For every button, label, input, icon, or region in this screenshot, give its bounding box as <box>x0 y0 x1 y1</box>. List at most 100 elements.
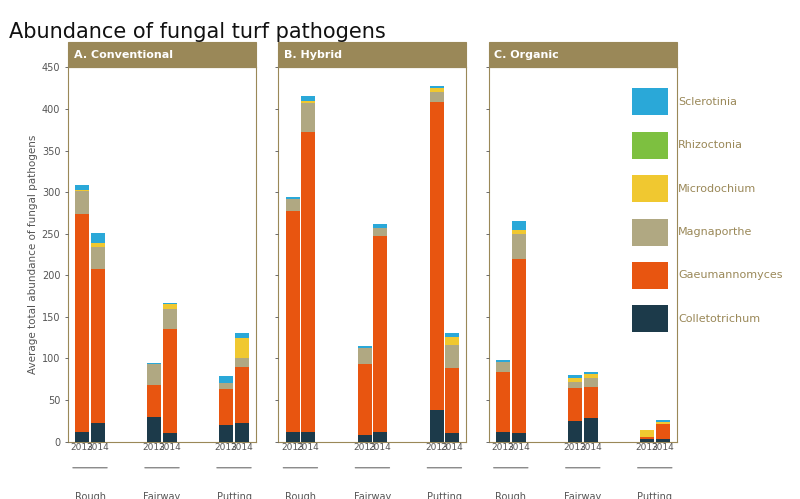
Bar <box>430 410 443 442</box>
Bar <box>301 96 315 101</box>
Bar <box>430 102 443 410</box>
Bar <box>235 333 249 338</box>
Bar <box>163 304 177 308</box>
Text: Putting
Green: Putting Green <box>217 492 251 499</box>
Bar <box>512 230 526 234</box>
Text: Rough: Rough <box>495 492 526 499</box>
Text: Rough: Rough <box>285 492 316 499</box>
Bar <box>373 228 387 236</box>
Bar <box>286 197 299 199</box>
Bar <box>568 421 582 442</box>
Bar <box>91 233 105 243</box>
Bar <box>640 430 654 437</box>
Bar <box>655 424 670 439</box>
Bar <box>496 360 510 362</box>
Bar <box>286 211 299 432</box>
Bar <box>147 364 161 385</box>
Bar <box>301 101 315 103</box>
Bar <box>219 389 234 425</box>
Bar <box>655 439 670 442</box>
Bar <box>584 372 598 374</box>
Text: Fairway: Fairway <box>354 492 391 499</box>
Bar <box>301 103 315 132</box>
Bar <box>568 388 582 421</box>
Bar <box>512 234 526 258</box>
Bar <box>632 175 668 202</box>
Bar <box>235 423 249 442</box>
Bar <box>512 433 526 442</box>
Bar <box>147 363 161 364</box>
Text: Colletotrichum: Colletotrichum <box>678 314 760 324</box>
Text: Abundance of fungal turf pathogens: Abundance of fungal turf pathogens <box>9 22 386 42</box>
Bar <box>512 221 526 230</box>
Bar <box>373 224 387 228</box>
Bar <box>163 329 177 433</box>
Bar <box>163 433 177 442</box>
Bar <box>75 214 90 432</box>
Bar <box>445 333 459 337</box>
Text: Fairway: Fairway <box>143 492 181 499</box>
Text: A. Conventional: A. Conventional <box>74 49 173 60</box>
Bar <box>91 423 105 442</box>
Bar <box>584 387 598 418</box>
Bar <box>430 86 443 88</box>
Y-axis label: Average total abundance of fungal pathogens: Average total abundance of fungal pathog… <box>27 135 38 374</box>
Bar <box>91 247 105 269</box>
Bar <box>496 372 510 432</box>
Bar <box>219 383 234 389</box>
Bar <box>632 305 668 332</box>
FancyBboxPatch shape <box>68 42 256 67</box>
Text: Microdochium: Microdochium <box>678 184 756 194</box>
Bar <box>301 132 315 432</box>
Text: B. Hybrid: B. Hybrid <box>284 49 342 60</box>
Text: C. Organic: C. Organic <box>494 49 559 60</box>
Bar <box>445 433 459 442</box>
Text: Rough: Rough <box>74 492 106 499</box>
Bar <box>75 191 90 214</box>
Bar <box>655 420 670 422</box>
Text: Magnaporthe: Magnaporthe <box>678 227 752 237</box>
Text: Sclerotinia: Sclerotinia <box>678 97 737 107</box>
Bar <box>219 425 234 442</box>
Text: Rhizoctonia: Rhizoctonia <box>678 140 743 150</box>
Bar <box>147 385 161 417</box>
Text: Fairway: Fairway <box>564 492 602 499</box>
Bar <box>568 382 582 388</box>
Bar <box>286 432 299 442</box>
Bar <box>445 345 459 368</box>
Bar <box>163 308 177 329</box>
Bar <box>640 439 654 442</box>
Bar <box>430 88 443 92</box>
Bar <box>163 303 177 304</box>
Bar <box>445 337 459 345</box>
Bar <box>75 432 90 442</box>
Bar <box>430 92 443 102</box>
Bar <box>235 358 249 367</box>
Bar <box>445 368 459 433</box>
Bar <box>358 364 371 435</box>
Bar <box>640 437 654 439</box>
Text: Gaeumannomyces: Gaeumannomyces <box>678 270 782 280</box>
Bar <box>512 258 526 433</box>
Bar <box>584 418 598 442</box>
Bar <box>286 199 299 211</box>
Bar <box>496 432 510 442</box>
Bar <box>496 362 510 372</box>
Bar <box>373 432 387 442</box>
Text: Putting
Green: Putting Green <box>638 492 672 499</box>
Bar <box>655 422 670 424</box>
Bar <box>219 376 234 383</box>
Bar <box>91 243 105 247</box>
Bar <box>358 348 371 364</box>
FancyBboxPatch shape <box>489 42 677 67</box>
Bar <box>235 338 249 358</box>
Bar <box>632 219 668 246</box>
Bar <box>373 236 387 432</box>
Bar <box>75 186 90 190</box>
Bar <box>358 346 371 348</box>
Bar <box>632 262 668 289</box>
Bar <box>91 269 105 423</box>
Bar <box>75 190 90 191</box>
FancyBboxPatch shape <box>278 42 466 67</box>
Bar <box>568 375 582 378</box>
